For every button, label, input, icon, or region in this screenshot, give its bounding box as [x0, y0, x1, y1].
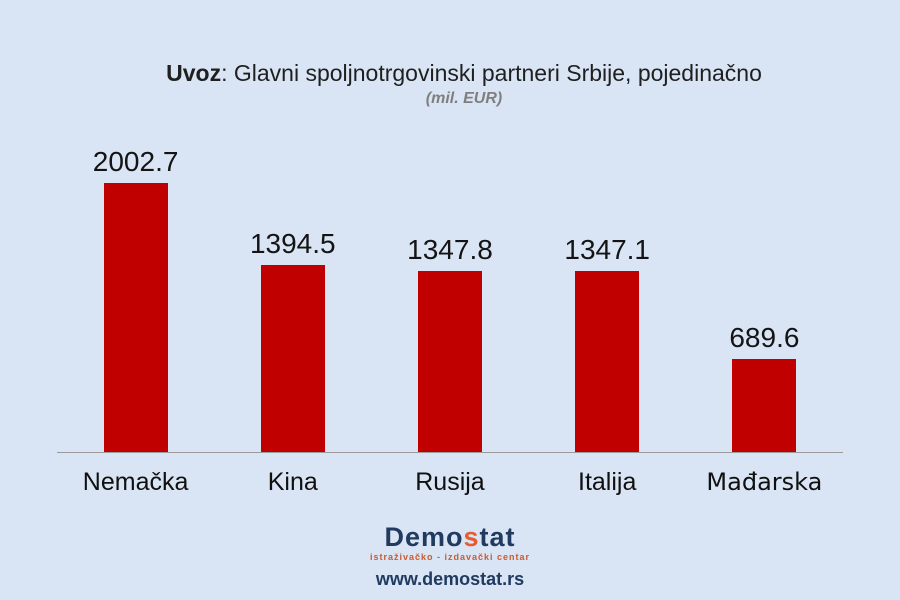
category-label: Mađarska	[706, 468, 823, 496]
bar-group: 2002.7 Nemačka	[57, 130, 214, 496]
bar-value-label: 1347.8	[407, 234, 493, 266]
footer-branding: Demostat istraživačko - izdavački centar…	[0, 524, 900, 590]
website-url: www.demostat.rs	[375, 569, 525, 589]
category-label: Rusija	[415, 468, 485, 496]
bar	[103, 183, 168, 452]
chart-subtitle: (mil. EUR)	[425, 90, 503, 107]
bar-group: 689.6 Mađarska	[686, 130, 843, 496]
logo-text-suffix: tat	[479, 522, 516, 552]
chart-title-rest: : Glavni spoljnotrgovinski partneri Srbi…	[221, 60, 762, 86]
bar	[417, 271, 482, 452]
bar-value-label: 689.6	[729, 322, 800, 354]
bar-group: 1347.1 Italija	[529, 130, 686, 496]
category-label: Nemačka	[82, 468, 189, 496]
bar-chart: 2002.7 Nemačka 1394.5 Kina 1347.8 Rusija 1347.…	[57, 130, 843, 496]
bar-group: 1347.8 Rusija	[371, 130, 528, 496]
logo-tagline: istraživačko - izdavački centar	[369, 552, 531, 562]
bar	[260, 264, 325, 452]
bar-value-label: 1347.1	[564, 234, 651, 266]
bar-value-label: 1394.5	[249, 227, 336, 259]
logo-text-accent: s	[463, 522, 480, 552]
category-label: Kina	[267, 468, 318, 496]
bar-group: 1394.5 Kina	[214, 130, 371, 496]
chart-title: Uvoz: Glavni spoljnotrgovinski partneri …	[0, 60, 900, 87]
bar	[732, 359, 797, 452]
category-label: Italija	[578, 468, 637, 496]
logo-text-prefix: Demo	[384, 522, 464, 552]
bar-value-label: 2002.7	[92, 146, 179, 178]
demostat-logo: Demostat	[0, 524, 900, 551]
chart-title-prefix: Uvoz	[166, 60, 222, 86]
bar	[575, 271, 640, 452]
